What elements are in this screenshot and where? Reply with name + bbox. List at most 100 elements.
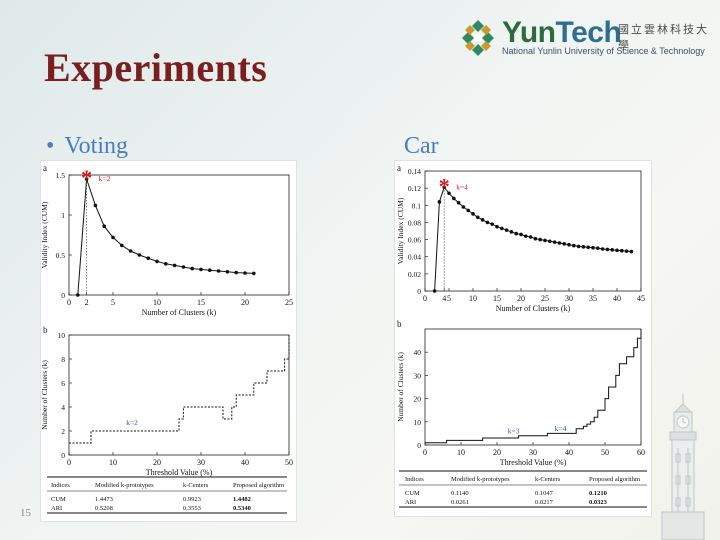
car-a-x-tick-label: 15	[493, 294, 501, 303]
car-a-data-point	[576, 244, 581, 249]
car-a-x-tick-label: 10	[469, 294, 477, 303]
car-b-y-tick-label: 30	[414, 371, 422, 380]
car-table-header-cell: Proposed algorithm	[589, 476, 640, 483]
voting-a-y-tick-label: 0	[61, 291, 65, 300]
car-a-data-point	[514, 231, 518, 236]
car-table-cell: 0.0261	[451, 499, 469, 506]
car-a-data-point	[624, 249, 629, 253]
voting-a-data-point	[199, 267, 203, 272]
voting-b-y-tick-label: 10	[58, 331, 66, 340]
page-number: 15	[20, 507, 31, 519]
car-a-plot-frame	[424, 170, 642, 292]
car-a-data-point	[615, 248, 619, 253]
car-a-data-point	[600, 247, 605, 251]
voting-b-y-tick-label: 6	[61, 379, 65, 388]
voting-b-y-tick-label: 0	[61, 451, 65, 460]
voting-a-data-point	[146, 256, 150, 260]
car-a-data-point	[500, 226, 504, 231]
car-a-data-point	[552, 240, 557, 244]
voting-b-y-tick-label: 2	[61, 427, 65, 436]
voting-a-data-point	[225, 270, 230, 274]
car-label: Car	[404, 133, 439, 159]
voting-a-data-point	[208, 268, 212, 272]
car-a-data-point	[447, 191, 451, 196]
voting-a-data-point	[120, 243, 124, 248]
voting-table-cell: 0.3553	[183, 505, 201, 512]
voting-a-y-tick-label: 0.5	[56, 251, 66, 260]
car-figure-svg: a0 4 5 10 15 20 25 30 35 40 4500.020.040.060.080.1…	[396, 163, 647, 508]
voting-b-annotation: k=2	[126, 418, 138, 427]
voting-a-data-point	[164, 262, 168, 266]
voting-a-highlight-label: k=2	[99, 174, 111, 183]
voting-a-x-tick-label: 15	[197, 298, 205, 307]
car-a-data-point	[548, 239, 552, 244]
voting-table-cell: 1.4473	[95, 496, 113, 503]
car-a-data-point	[466, 208, 470, 213]
voting-panel-a-label: a	[43, 163, 47, 173]
voting-a-data-point	[102, 224, 106, 228]
voting-a-x-tick-label: 5	[111, 298, 115, 307]
voting-a-x-tick-label: 20	[241, 298, 249, 307]
voting-b-x-axis-label: Threshold Value (%)	[146, 468, 213, 477]
car-a-data-point	[610, 248, 614, 252]
car-a-y-tick-label: 0.1	[412, 201, 422, 210]
car-a-data-point	[586, 245, 590, 250]
car-a-data-point	[456, 200, 461, 205]
voting-figure: a 0 2 5 10 15 20 25 0 0.5 1 1.5 Number of Clusters (…	[40, 160, 297, 522]
car-a-x-tick-label: 20	[517, 294, 525, 303]
car-a-series-line	[434, 186, 632, 292]
car-a-data-point	[476, 215, 480, 220]
logo-word-yun: Yun	[502, 16, 556, 49]
car-a-data-point	[581, 245, 586, 249]
car-b-y-axis-label: Number of Clusters (k)	[396, 352, 405, 422]
car-a-highlight-star-icon: *	[439, 173, 450, 198]
car-b-x-tick-label: 60	[637, 448, 645, 457]
voting-table-header-cell: k-Centers	[183, 482, 209, 489]
bullet-voting: • Voting	[46, 133, 128, 160]
car-a-x-tick-label: 35	[589, 294, 597, 303]
yuntech-logo: YunTech 國立雲林科技大學 National Yunlin Univers…	[460, 16, 710, 62]
car-panel-b-label: b	[397, 319, 402, 329]
car-a-data-point	[562, 242, 566, 246]
voting-a-x-axis-label: Number of Clusters (k)	[142, 308, 217, 317]
logo-chinese-name: 國立雲林科技大學	[618, 23, 709, 52]
voting-b-y-axis-label: Number of Clusters (k)	[41, 360, 49, 430]
car-a-data-point	[452, 196, 456, 201]
car-a-data-point	[543, 238, 547, 243]
voting-b-x-tick-label: 40	[241, 458, 249, 467]
car-a-data-point	[471, 212, 475, 216]
voting-b-series-line	[69, 335, 290, 444]
car-a-data-point	[490, 222, 494, 226]
car-a-y-tick-label: 0.04	[408, 253, 421, 262]
voting-a-data-point	[181, 265, 186, 269]
car-b-x-tick-label: 20	[493, 448, 501, 457]
logo-english-name: National Yunlin University of Science & …	[502, 46, 705, 56]
car-a-data-point	[437, 200, 442, 204]
voting-a-data-point	[216, 269, 221, 273]
voting-a-data-point	[172, 263, 177, 268]
car-a-data-point	[504, 228, 509, 232]
voting-table-cell: 0.5340	[233, 505, 251, 512]
car-a-data-point	[495, 224, 499, 229]
car-b-x-tick-label: 50	[601, 448, 609, 457]
car-b-y-tick-label: 0	[417, 441, 421, 450]
voting-a-data-point	[128, 249, 133, 253]
car-a-data-point	[485, 220, 490, 225]
car-a-y-tick-label: 0.14	[408, 167, 421, 176]
car-a-x-tick-label: 25	[541, 294, 549, 303]
car-b-x-axis-label: Threshold Value (%)	[500, 458, 567, 467]
voting-table-cell: 0.9923	[183, 496, 201, 503]
voting-a-y-tick-label: 1.5	[56, 171, 66, 180]
voting-b-x-tick-label: 20	[153, 458, 161, 467]
voting-b-y-tick-label: 8	[61, 355, 65, 364]
car-a-y-tick-label: 0.08	[408, 218, 421, 227]
clock-tower-icon	[661, 394, 705, 540]
car-table-header-cell: k-Centers	[535, 476, 561, 483]
voting-a-x-tick-label: 0	[67, 298, 71, 307]
logo-wordmark: YunTech	[502, 16, 622, 50]
car-b-annotation: k=4	[555, 424, 567, 433]
voting-a-x-tick-label: 10	[153, 298, 161, 307]
car-table-cell: 0.1210	[589, 490, 607, 497]
car-a-x-tick-label: 4	[442, 294, 446, 303]
car-b-y-tick-label: 20	[414, 395, 422, 404]
